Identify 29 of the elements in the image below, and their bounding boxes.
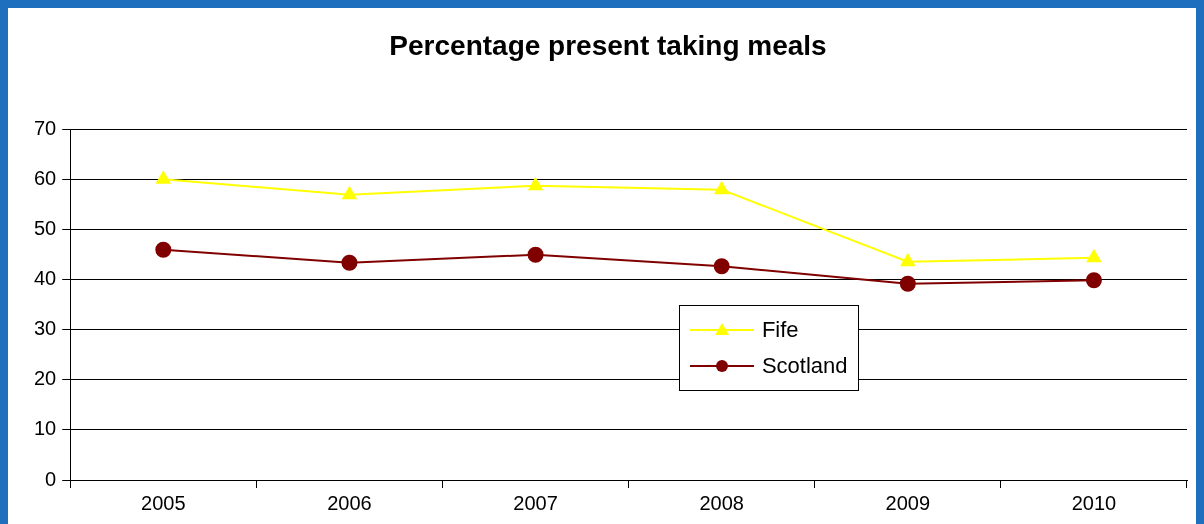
y-tick-label: 30 [34, 317, 57, 340]
y-tick-label: 50 [34, 217, 57, 240]
point [900, 253, 915, 267]
legend-label: Scotland [761, 352, 848, 379]
point [1085, 272, 1102, 289]
point [1086, 249, 1101, 263]
y-tick-label: 70 [34, 117, 57, 140]
x-tick-label: 2010 [1071, 491, 1117, 514]
chart-title: Percentage present taking meals [389, 29, 827, 61]
x-tick-label: 2006 [327, 491, 372, 514]
point [155, 241, 172, 258]
y-tick-label: 60 [34, 167, 57, 190]
point [342, 186, 357, 200]
y-tick-label: 20 [34, 367, 57, 390]
y-tick-label: 40 [34, 267, 57, 290]
point [899, 275, 916, 292]
x-tick-label: 2005 [141, 491, 186, 514]
point [341, 254, 358, 271]
x-tick-label: 2009 [885, 491, 931, 514]
y-tick-label: 10 [34, 417, 57, 440]
point [714, 181, 729, 195]
x-tick-label: 2008 [699, 491, 744, 514]
point [528, 177, 543, 191]
legend-label: Fife [761, 316, 799, 343]
point [713, 258, 730, 275]
point [156, 171, 171, 184]
x-tick-label: 2007 [513, 491, 558, 514]
point [527, 246, 544, 263]
y-tick-label: 0 [45, 467, 57, 490]
